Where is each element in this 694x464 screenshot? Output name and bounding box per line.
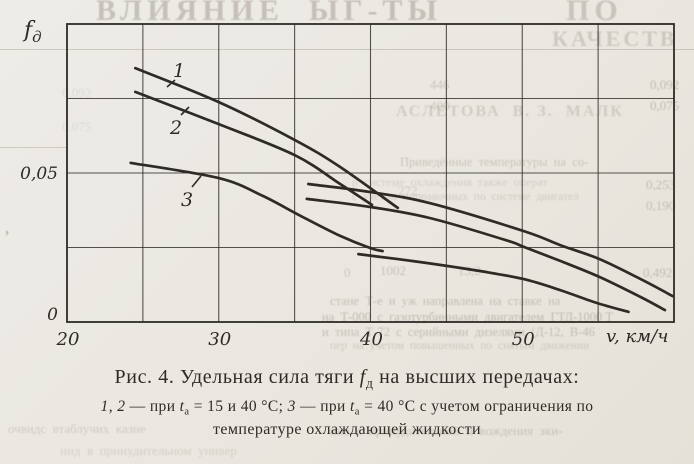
curve-label-leader-2 [180,106,190,116]
curve-2-flat [305,197,667,312]
bleedthrough-text: АСЛЕТОВА В. З. МАЛК [396,103,624,120]
bleedthrough-text: 0,092 [62,85,92,100]
legend-t-symbol: t [179,397,185,415]
bleedthrough-text: 0,190 [646,198,676,213]
bleedthrough-text: и типа Т-72 с серийными дизелями (Д-12, … [322,325,595,339]
bleedthrough-text: очвидс втаблучих казне [8,421,146,436]
bleedthrough-text: ПО [566,0,623,27]
bleedthrough-text: 0,492 [643,265,673,280]
bleedthrough-text: р системе охлаждения также операт [352,175,548,189]
x-tick-label-20: 20 [56,329,80,350]
bleedthrough-text: 446 [430,77,450,92]
bleedthrough-text: КАЧЕСТВ [552,26,678,51]
bleedthrough-text: на Т-000 с газотурбинными двигателем ГТД… [322,310,613,324]
legend-curves-1-2: 1, 2 [100,397,126,415]
bleedthrough-text: с учетом поправочных по системе двигател [352,191,579,203]
caption-legend-continuation: температуре охлаждающей жидкости [213,421,481,439]
y-tick-label-0,05: 0,05 [20,164,58,184]
bleedthrough-text: ния с принудительной п вождения эки- [330,423,563,438]
legend-curve-3: 3 [287,397,296,415]
bleedthrough-text: 0,092 [650,77,680,92]
bleedthrough-text: 0,075 [650,98,680,113]
bleedthrough-rule-line [0,147,67,148]
caption-title-text: Рис. 4. Удельная сила тяги [114,366,360,388]
bleedthrough-text: нид в принудительном универ [60,443,237,458]
y-axis-subscript: д [32,27,42,46]
bleedthrough-text: 1002 [380,263,406,278]
curve-1-flat [306,182,674,298]
bleedthrough-text: 0,253 [646,177,676,192]
y-axis-title: fд [24,18,42,46]
bleedthrough-text: 0,075 [62,119,92,134]
caption-fd-subscript: д [365,375,374,391]
bleedthrough-text: Приведённые температуры на со- [400,155,589,169]
bleedthrough-text: ВЛИЯНИЕ ЫГ-ТЫ [96,0,442,27]
plot-frame [66,23,675,323]
caption-title: Рис. 4. Удельная сила тяги fд на высших … [0,366,694,391]
y-tick-label-0: 0 [47,305,58,325]
caption-title-tail: на высших передачах: [373,366,580,388]
bleedthrough-rule-line [0,49,694,50]
curve-3-flat [357,252,630,314]
curve-3-steep [129,161,384,253]
caption-legend-line: 1, 2 — при tа = 15 и 40 °C; 3 — при tа =… [100,397,594,418]
bleedthrough-text: 272 [398,183,418,198]
curve-label-3: 3 [181,189,193,211]
figure-caption: Рис. 4. Удельная сила тяги fд на высших … [0,366,694,440]
bleedthrough-text: 400 [430,98,450,113]
curve-label-leader-1 [166,79,176,88]
bleedthrough-text: стане Т-е и уж направлена на ставке на [330,294,561,308]
x-tick-label-50: 50 [512,329,535,350]
curve-1-steep [133,66,400,210]
bleedthrough-text: ’ [4,227,10,247]
curve-label-1: 1 [173,60,185,82]
x-tick-label-30: 30 [208,329,231,350]
bleedthrough-text: 0 [344,265,351,280]
curve-label-leader-3 [191,175,202,188]
bleedthrough-text: пер на учетом повышенных по снятым движе… [330,340,590,352]
caption-fd-symbol: f [359,366,366,388]
x-tick-label-40: 40 [359,329,383,350]
curve-label-2: 2 [169,117,182,139]
y-axis-symbol: f [24,18,33,43]
legend-t-symbol-2: t [350,397,355,415]
x-axis-title: v, км/ч [606,326,669,347]
